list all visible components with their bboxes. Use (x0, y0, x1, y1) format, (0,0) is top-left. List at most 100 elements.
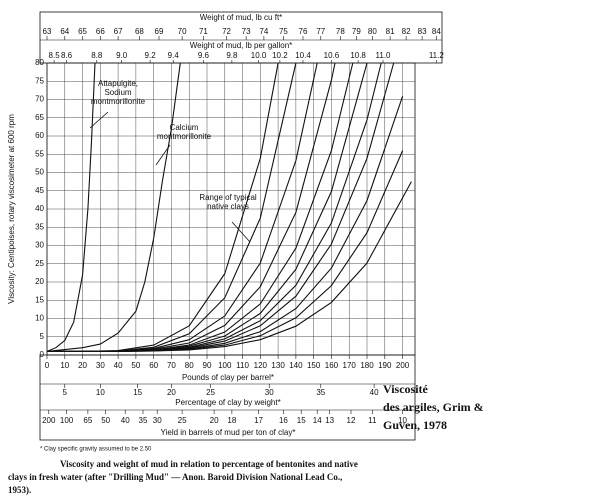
secondary-tick-label: 82 (402, 27, 411, 36)
secondary-tick-label: 5 (63, 388, 68, 397)
secondary-tick-label: 72 (222, 27, 231, 36)
secondary-tick-label: 9.8 (226, 51, 238, 60)
secondary-tick-label: 65 (83, 416, 92, 425)
x-tick-label: 90 (203, 361, 212, 370)
annotation: Sodium (104, 88, 131, 97)
secondary-tick-label: 63 (43, 27, 52, 36)
secondary-tick-label: 16 (279, 416, 288, 425)
secondary-tick-label: 74 (259, 27, 268, 36)
secondary-tick-label: 17 (254, 416, 263, 425)
y-tick-label: 60 (35, 131, 44, 140)
annotation: Calcium (170, 123, 199, 132)
curve (46, 62, 181, 352)
x-tick-label: 190 (378, 361, 392, 370)
curve (46, 62, 96, 352)
y-tick-label: 0 (40, 350, 45, 359)
x-tick-label: 110 (236, 361, 249, 370)
x-tick-label: 130 (271, 361, 285, 370)
side-note: Guven, 1978 (383, 418, 447, 432)
secondary-tick-label: 71 (199, 27, 208, 36)
x-tick-label: 20 (78, 361, 87, 370)
y-tick-label: 30 (35, 241, 44, 250)
x-tick-label: 200 (396, 361, 410, 370)
secondary-tick-label: 79 (352, 27, 361, 36)
secondary-tick-label: 68 (135, 27, 144, 36)
annotation: native clays (207, 202, 249, 211)
x-tick-label: 40 (114, 361, 123, 370)
y-tick-label: 40 (35, 204, 44, 213)
secondary-axis-title: Yield in barrels of mud per ton of clay* (161, 428, 296, 437)
x-tick-label: 50 (131, 361, 140, 370)
secondary-tick-label: 14 (313, 416, 322, 425)
secondary-tick-label: 15 (133, 388, 142, 397)
secondary-tick-label: 10.4 (295, 51, 311, 60)
x-tick-label: 160 (325, 361, 339, 370)
y-tick-label: 5 (40, 332, 45, 341)
secondary-tick-label: 13 (325, 416, 334, 425)
secondary-axis-title: Weight of mud, lb cu ft* (200, 13, 283, 22)
secondary-tick-label: 11 (368, 416, 377, 425)
annotation: Range of typical (199, 193, 257, 202)
secondary-tick-label: 78 (336, 27, 345, 36)
x-tick-label: 0 (45, 361, 50, 370)
secondary-tick-label: 10 (398, 416, 407, 425)
secondary-tick-label: 30 (153, 416, 162, 425)
secondary-tick-label: 80 (368, 27, 377, 36)
x-tick-label: 100 (218, 361, 232, 370)
y-tick-label: 10 (35, 314, 44, 323)
secondary-tick-label: 83 (418, 27, 427, 36)
secondary-tick-label: 69 (155, 27, 164, 36)
secondary-tick-label: 20 (210, 416, 219, 425)
secondary-tick-label: 18 (227, 416, 236, 425)
secondary-tick-label: 50 (101, 416, 110, 425)
secondary-tick-label: 25 (206, 388, 215, 397)
secondary-tick-label: 84 (432, 27, 441, 36)
footnote: * Clay specific gravity assumed to be 2.… (40, 447, 152, 453)
secondary-tick-label: 75 (279, 27, 288, 36)
secondary-axis-title: Weight of mud, lb per gallon* (190, 41, 293, 50)
secondary-tick-label: 8.8 (91, 51, 103, 60)
secondary-tick-label: 20 (167, 388, 176, 397)
curve (47, 181, 412, 352)
y-tick-label: 45 (35, 186, 44, 195)
x-tick-label: 170 (343, 361, 357, 370)
secondary-tick-label: 40 (121, 416, 130, 425)
secondary-tick-label: 9.6 (198, 51, 210, 60)
annotation: Attapulgite, (98, 79, 138, 88)
secondary-tick-label: 65 (78, 27, 87, 36)
secondary-tick-label: 12 (347, 416, 356, 425)
x-tick-label: 80 (185, 361, 194, 370)
y-tick-label: 25 (35, 259, 44, 268)
secondary-tick-label: 10.0 (251, 51, 267, 60)
annotation: montmorillonite (91, 97, 146, 106)
y-tick-label: 20 (35, 277, 44, 286)
secondary-tick-label: 35 (139, 416, 148, 425)
x-tick-label: 70 (167, 361, 176, 370)
y-tick-label: 65 (35, 113, 44, 122)
annotation-arrow (231, 221, 251, 243)
secondary-tick-label: 200 (42, 416, 56, 425)
y-tick-label: 50 (35, 168, 44, 177)
annotation: montmorillonite (157, 132, 212, 141)
secondary-tick-label: 30 (265, 388, 274, 397)
y-tick-label: 35 (35, 222, 44, 231)
x-tick-label: 10 (60, 361, 69, 370)
secondary-tick-label: 9.4 (168, 51, 180, 60)
secondary-tick-label: 40 (370, 388, 379, 397)
y-tick-label: 70 (35, 95, 44, 104)
secondary-tick-label: 10 (96, 388, 105, 397)
secondary-tick-label: 66 (96, 27, 105, 36)
x-axis-title: Pounds of clay per barrel* (182, 373, 274, 382)
y-axis-title: Viscosity: Centipoises, rotary viscosime… (7, 114, 16, 304)
secondary-tick-label: 64 (60, 27, 69, 36)
secondary-axis-title: Percentage of clay by weight* (175, 398, 280, 407)
y-tick-label: 75 (35, 76, 44, 85)
side-note: Viscosité (383, 382, 429, 396)
secondary-tick-label: 35 (316, 388, 325, 397)
side-note: des argiles, Grim & (383, 400, 484, 414)
secondary-tick-label: 9.0 (116, 51, 128, 60)
caption: 1953). (8, 485, 31, 495)
secondary-tick-label: 100 (60, 416, 74, 425)
